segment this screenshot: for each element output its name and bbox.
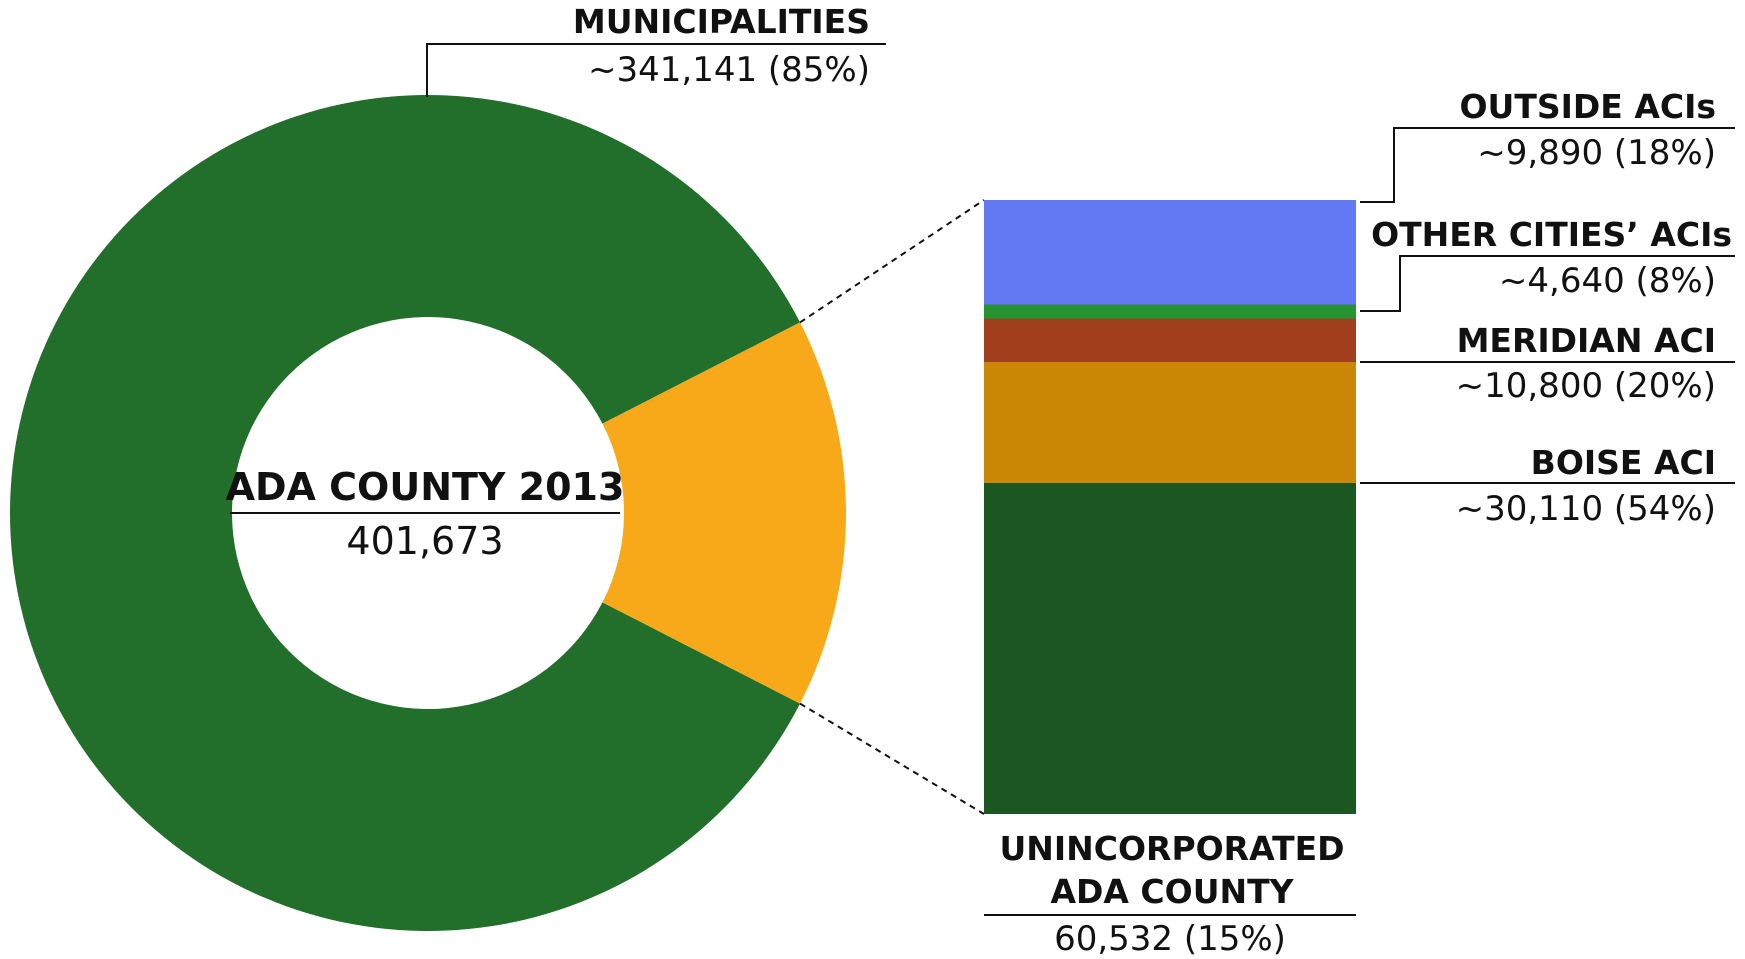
donut-center-value: 401,673 xyxy=(346,519,503,563)
meridian-aci-value: ~10,800 (20%) xyxy=(1456,366,1716,406)
outside-acis-value: ~9,890 (18%) xyxy=(1477,133,1716,173)
municipalities-value: ~341,141 (85%) xyxy=(588,50,870,90)
donut-center-title: ADA COUNTY 2013 xyxy=(226,465,625,509)
outside-acis-leader xyxy=(1360,127,1735,203)
unincorporated-title-line2: ADA COUNTY xyxy=(1050,872,1294,911)
slice-municipalities xyxy=(9,95,801,932)
municipalities-title: MUNICIPALITIES xyxy=(573,2,870,41)
segment-meridian-aci xyxy=(984,318,1356,362)
other-cities-acis-title: OTHER CITIES’ ACIs xyxy=(1371,215,1732,254)
outside-acis-title: OUTSIDE ACIs xyxy=(1459,87,1716,126)
segment-outside-acis xyxy=(984,200,1356,305)
connector-top xyxy=(799,199,985,324)
segment-boise-aci xyxy=(984,362,1356,483)
slice-unincorporated xyxy=(602,322,846,704)
meridian-aci-title: MERIDIAN ACI xyxy=(1457,321,1716,360)
donut-chart xyxy=(9,95,846,932)
municipalities-leader xyxy=(426,43,886,97)
unincorporated-value: 60,532 (15%) xyxy=(1054,919,1286,959)
stacked-bar xyxy=(984,200,1356,814)
unincorporated-title-line1: UNINCORPORATED xyxy=(999,829,1344,868)
connector-bottom xyxy=(799,702,985,815)
boise-aci-value: ~30,110 (54%) xyxy=(1456,489,1716,529)
zoom-connectors xyxy=(799,199,985,815)
boise-aci-title: BOISE ACI xyxy=(1531,443,1716,482)
other-cities-acis-leader xyxy=(1360,255,1735,312)
other-cities-acis-value: ~4,640 (8%) xyxy=(1499,261,1716,301)
segment-other-cities-acis xyxy=(984,304,1356,319)
